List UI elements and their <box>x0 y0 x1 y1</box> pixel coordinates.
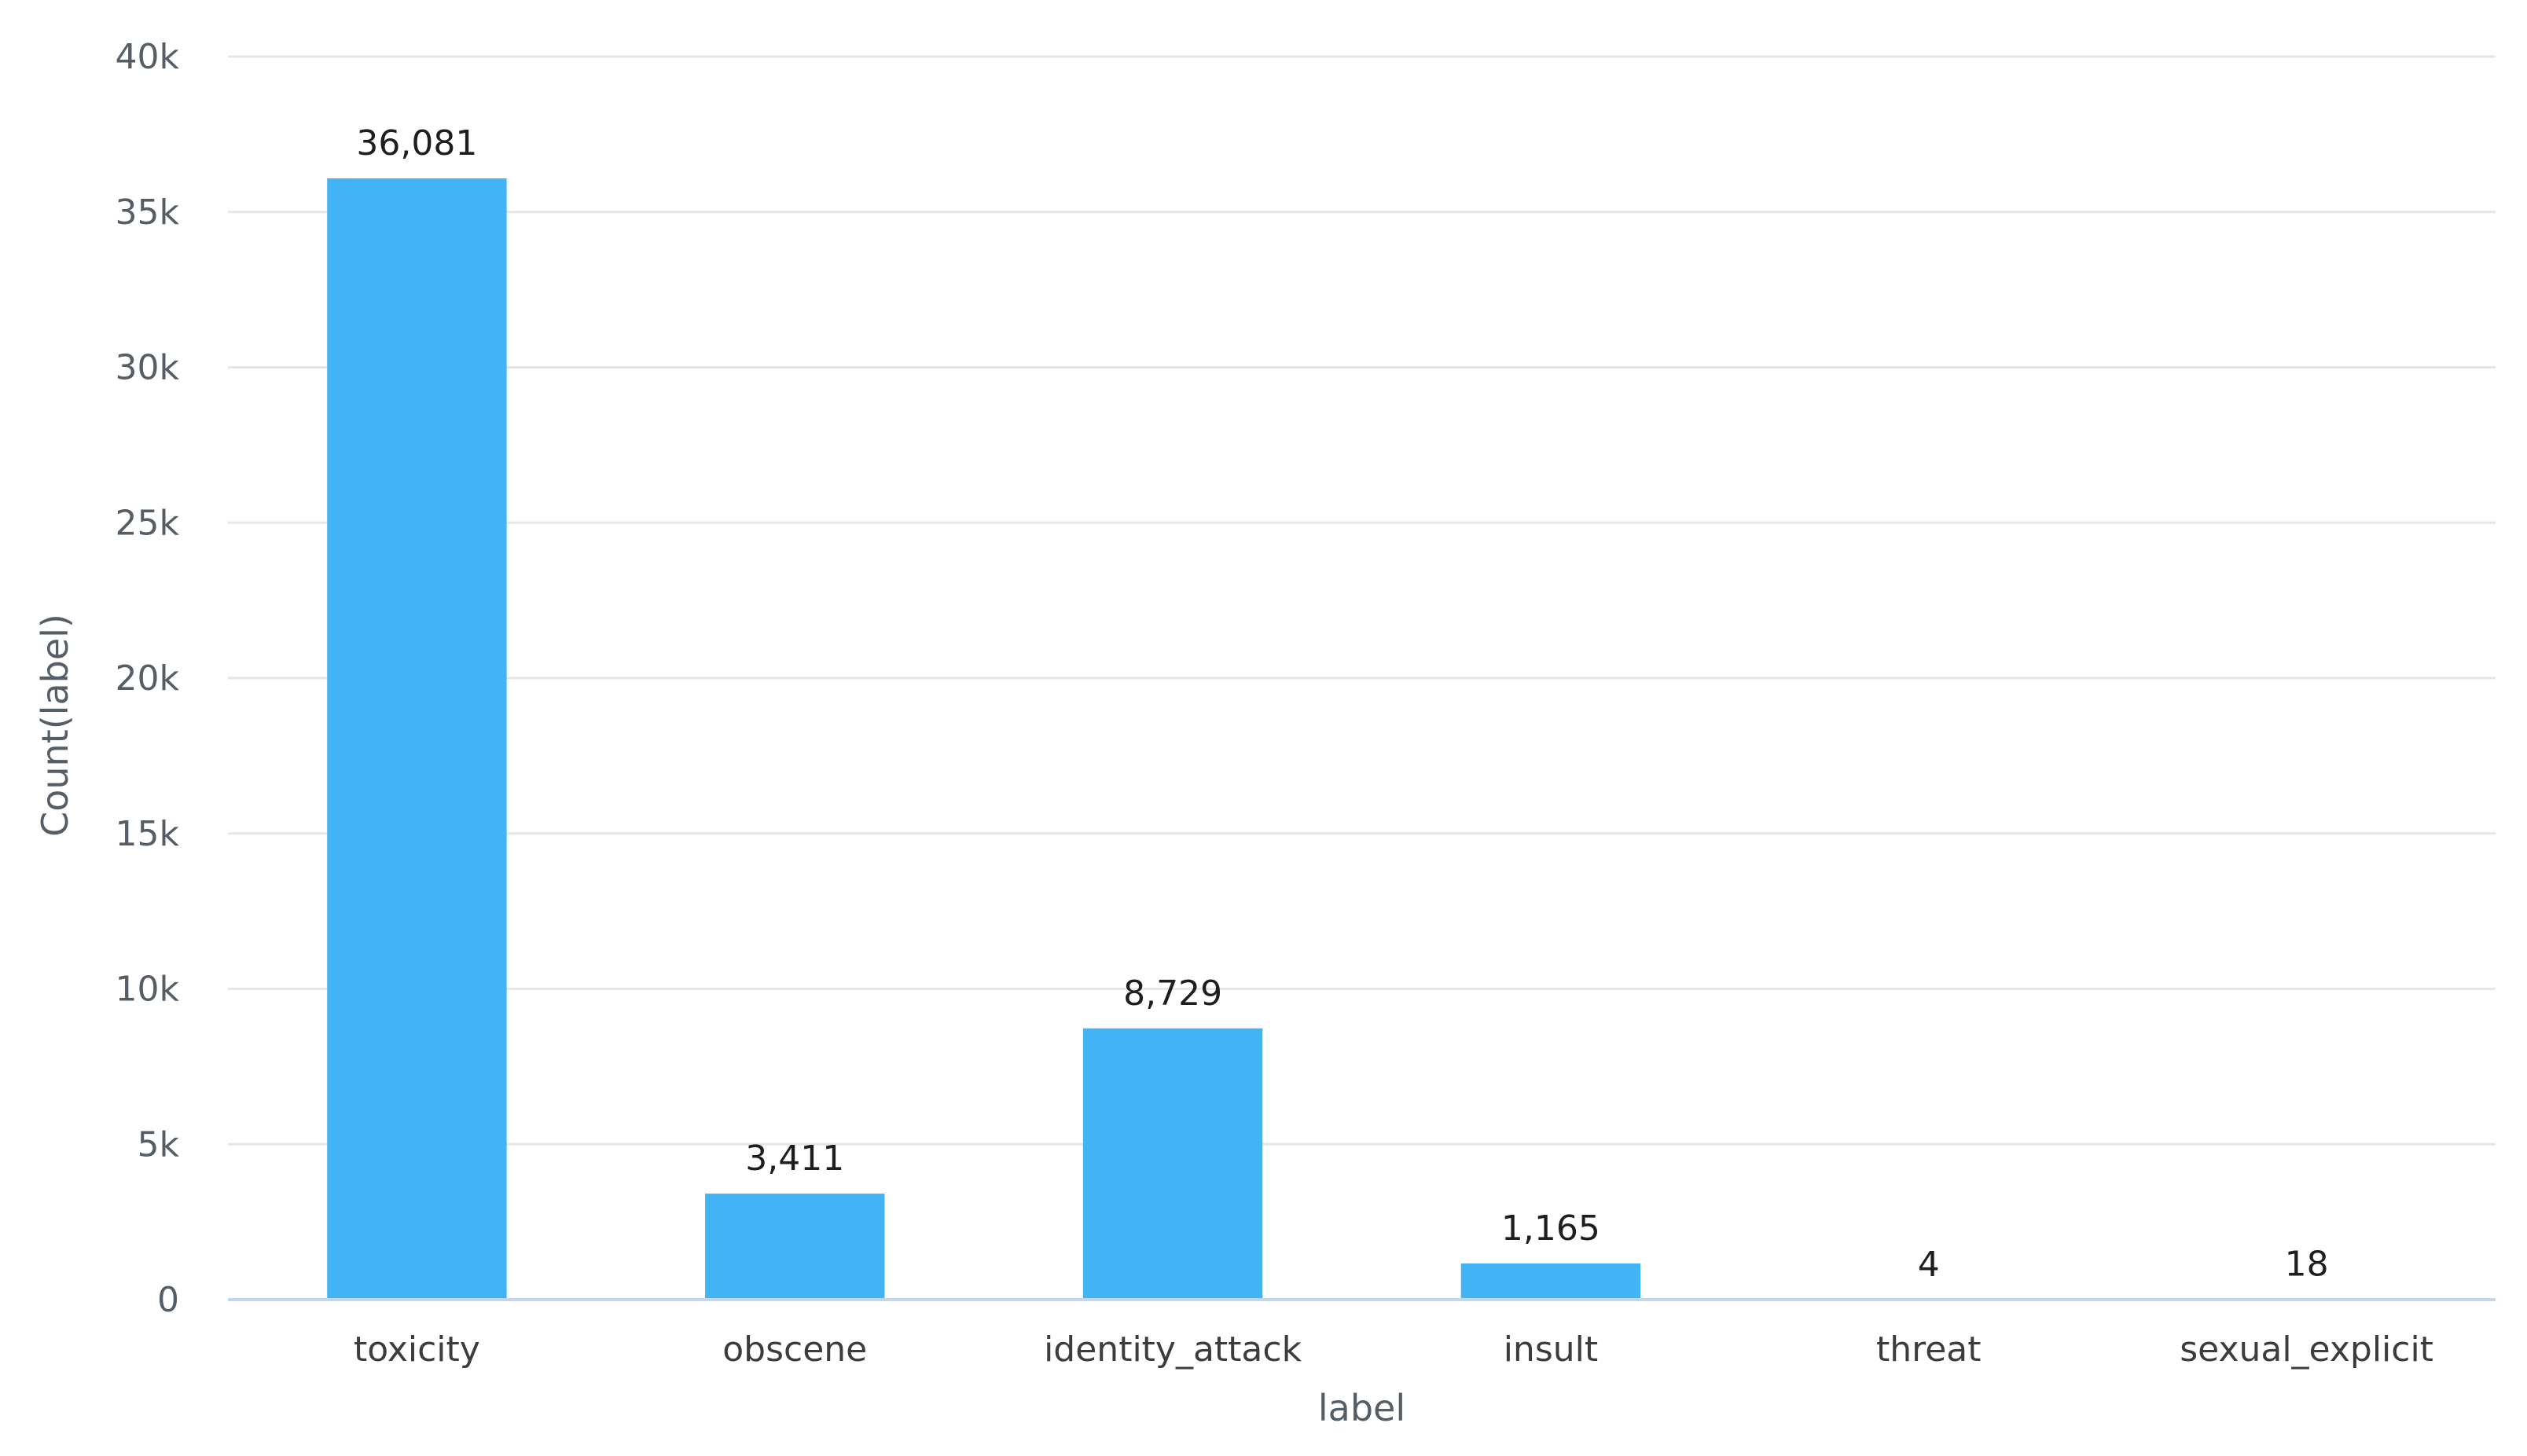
x-tick-label: toxicity <box>354 1329 480 1370</box>
y-tick-label: 35k <box>116 193 180 233</box>
y-tick-label: 5k <box>138 1124 180 1164</box>
y-tick-label: 25k <box>116 503 180 543</box>
data-label: 3,411 <box>745 1139 844 1179</box>
y-axis-ticks: 0 5k 10k 15k 20k 25k 30k 35k 40k <box>116 37 180 1320</box>
y-tick-label: 10k <box>116 970 180 1010</box>
data-labels: 36,081 3,411 8,729 1,165 4 18 <box>356 123 2328 1285</box>
y-tick-label: 40k <box>116 37 180 77</box>
y-tick-label: 0 <box>157 1280 179 1320</box>
bar-obscene[interactable] <box>705 1194 885 1300</box>
data-label: 18 <box>2285 1244 2329 1284</box>
bar-identity_attack[interactable] <box>1082 1028 1263 1300</box>
data-label: 1,165 <box>1501 1208 1600 1249</box>
bars <box>327 178 2397 1300</box>
y-tick-label: 30k <box>116 348 180 388</box>
y-tick-label: 15k <box>116 814 180 854</box>
x-tick-label: identity_attack <box>1044 1329 1302 1370</box>
gridlines <box>228 55 2496 1146</box>
x-tick-label: threat <box>1876 1329 1982 1370</box>
bar-insult[interactable] <box>1460 1263 1641 1300</box>
x-tick-label: sexual_explicit <box>2180 1329 2433 1370</box>
y-axis-title: Count(label) <box>34 614 76 837</box>
data-label: 8,729 <box>1123 974 1222 1014</box>
y-tick-label: 20k <box>116 658 180 699</box>
x-tick-label: insult <box>1504 1329 1598 1370</box>
x-axis-ticks: toxicity obscene identity_attack insult thre… <box>354 1329 2433 1370</box>
x-tick-label: obscene <box>722 1329 867 1370</box>
data-label: 4 <box>1918 1245 1940 1285</box>
data-label: 36,081 <box>356 123 477 163</box>
x-axis-title: label <box>1318 1387 1405 1429</box>
bar-toxicity[interactable] <box>327 178 507 1300</box>
